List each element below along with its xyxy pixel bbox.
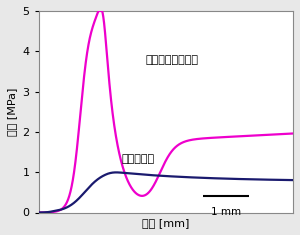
Text: 多孔質シリカ基材: 多孔質シリカ基材 — [145, 55, 198, 65]
Text: 1 mm: 1 mm — [211, 207, 241, 217]
X-axis label: 変位 [mm]: 変位 [mm] — [142, 218, 190, 228]
Y-axis label: 応力 [MPa]: 応力 [MPa] — [7, 87, 17, 136]
Text: 処理前基材: 処理前基材 — [122, 154, 155, 164]
